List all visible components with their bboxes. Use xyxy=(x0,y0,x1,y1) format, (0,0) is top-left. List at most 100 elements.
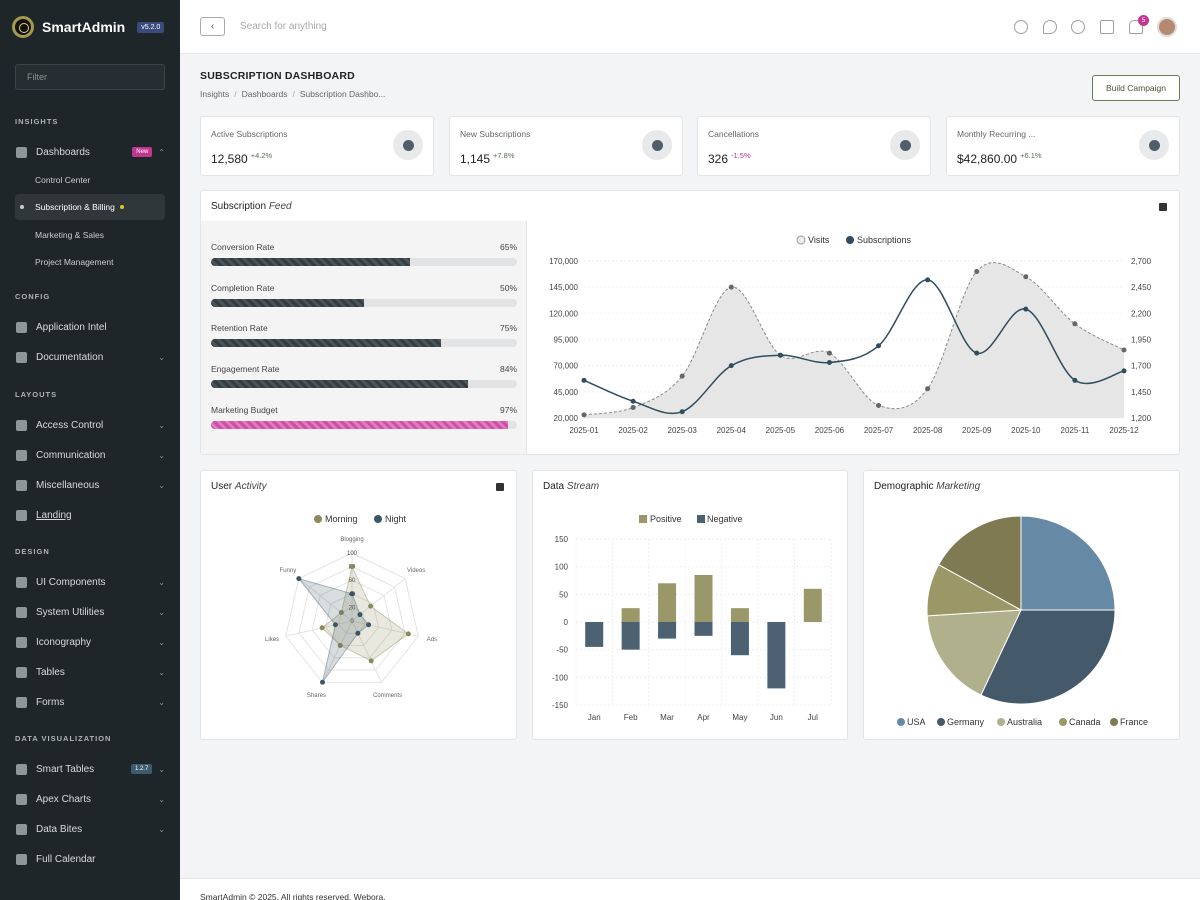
breadcrumb-item[interactable]: Dashboards xyxy=(241,89,288,99)
trending-up-icon xyxy=(1139,130,1169,160)
lock-icon[interactable] xyxy=(496,483,504,491)
bar-negative xyxy=(730,622,749,656)
brand-logo-icon xyxy=(12,16,34,38)
chevron-down-icon: ⌄ xyxy=(158,764,165,774)
nav-documentation[interactable]: Documentation ⌄ xyxy=(15,344,165,370)
breadcrumb-separator: / xyxy=(292,89,295,99)
shield-icon xyxy=(16,419,27,431)
layers-icon xyxy=(16,576,27,588)
nav-label: Access Control xyxy=(36,419,104,431)
legend-marker-subscriptions xyxy=(846,236,854,244)
bar-negative xyxy=(767,622,786,689)
nav-data-bites[interactable]: Data Bites ⌄ xyxy=(15,816,165,842)
visits-point xyxy=(679,373,685,379)
table-icon xyxy=(16,666,27,678)
visits-point xyxy=(974,268,980,274)
nav-system-utilities[interactable]: System Utilities ⌄ xyxy=(15,599,165,625)
avatar[interactable] xyxy=(1157,17,1177,37)
build-campaign-button[interactable]: Build Campaign xyxy=(1092,75,1180,101)
chevron-down-icon: ⌄ xyxy=(158,697,165,707)
x-tick-label: 2025-04 xyxy=(717,426,747,435)
nav-landing[interactable]: Landing xyxy=(15,502,165,528)
footer-text: SmartAdmin © 2025. All rights reserved, … xyxy=(200,892,386,900)
user-x-icon xyxy=(890,130,920,160)
y-tick-label: 50 xyxy=(559,590,568,599)
progress-label: Completion Rate xyxy=(211,283,275,293)
search-input[interactable]: Search for anything xyxy=(240,21,327,32)
breadcrumb-item[interactable]: Insights xyxy=(200,89,230,99)
nav-application-intel[interactable]: Application Intel xyxy=(15,314,165,340)
legend-label-france: France xyxy=(1120,717,1148,727)
lock-icon[interactable] xyxy=(1159,203,1167,211)
sidebar-filter-input[interactable]: Filter xyxy=(15,64,165,90)
nav-label: Forms xyxy=(36,696,65,708)
visits-subscriptions-chart: Visits Subscriptions 20,000 1,200 45,000 1,4… xyxy=(549,235,1151,435)
radar-axis-label: Comments xyxy=(373,693,402,699)
pie-slice-australia xyxy=(926,609,1022,696)
radar-point-morning xyxy=(349,564,355,570)
nav-iconography[interactable]: Iconography ⌄ xyxy=(15,629,165,655)
nav-marketing-sales[interactable]: Marketing & Sales xyxy=(35,230,104,240)
subscriptions-point xyxy=(1072,377,1078,383)
fullscreen-icon[interactable] xyxy=(1100,20,1114,34)
nav-dashboards[interactable]: Dashboards New ⌃ xyxy=(15,139,165,165)
x-tick-label: 2025-02 xyxy=(618,426,648,435)
nav-subscription-billing-label: Subscription & Billing xyxy=(35,202,115,212)
stat-value: 12,580 +4.2% xyxy=(211,151,272,166)
globe-icon[interactable] xyxy=(1071,20,1085,34)
chevron-down-icon: ⌄ xyxy=(158,352,165,362)
x-tick-label: 2025-10 xyxy=(1011,426,1041,435)
legend-label-germany: Germany xyxy=(947,717,985,727)
nav-miscellaneous[interactable]: Miscellaneous ⌄ xyxy=(15,472,165,498)
nav-forms[interactable]: Forms ⌄ xyxy=(15,689,165,715)
panel-title: Demographic Marketing xyxy=(874,481,980,492)
x-tick-label: 2025-07 xyxy=(864,426,894,435)
y-tick-label: 170,000 xyxy=(549,257,578,266)
legend-label-usa: USA xyxy=(907,717,926,727)
stat-value: 1,145 +7.8% xyxy=(460,151,515,166)
progress-track xyxy=(211,380,517,388)
bell-icon[interactable] xyxy=(1129,20,1143,34)
sidebar-toggle-button[interactable]: ‹ xyxy=(200,17,225,36)
nav-label: Documentation xyxy=(36,351,104,363)
progress-item: Conversion Rate 65% xyxy=(211,242,517,266)
stat-label: Cancellations xyxy=(708,129,760,139)
nav-smart-tables[interactable]: Smart Tables 1.2.7 ⌄ xyxy=(15,756,165,782)
progress-fill xyxy=(211,380,469,388)
nav-project-management[interactable]: Project Management xyxy=(35,257,114,267)
stat-card: Monthly Recurring ... $42,860.00 +6.1% xyxy=(946,116,1180,176)
bar-chart: Positive Negative 150 100 50 0 -50 -100 -150 Jan F… xyxy=(552,514,832,722)
nav-apex-charts[interactable]: Apex Charts ⌄ xyxy=(15,786,165,812)
stat-number: 12,580 xyxy=(211,152,248,166)
x-tick-label: 2025-11 xyxy=(1061,426,1090,435)
x-tick-label: 2025-01 xyxy=(569,426,599,435)
footer: SmartAdmin © 2025. All rights reserved, … xyxy=(180,878,1200,900)
nav-ui-components[interactable]: UI Components ⌄ xyxy=(15,569,165,595)
nav-access-control[interactable]: Access Control ⌄ xyxy=(15,412,165,438)
progress-fill xyxy=(211,299,364,307)
panel-title-text: User xyxy=(211,481,233,492)
moon-icon[interactable] xyxy=(1043,20,1057,34)
progress-value: 84% xyxy=(499,364,517,374)
progress-value: 65% xyxy=(499,242,517,252)
settings-icon[interactable] xyxy=(1014,20,1028,34)
legend-label-subscriptions: Subscriptions xyxy=(857,235,912,245)
nav-full-calendar[interactable]: Full Calendar xyxy=(15,846,165,872)
legend-marker-visits xyxy=(796,235,806,245)
progress-label: Conversion Rate xyxy=(211,242,275,252)
nav-control-center[interactable]: Control Center xyxy=(35,175,91,185)
radar-point-night xyxy=(332,622,338,628)
x-tick-label: Jul xyxy=(808,713,818,722)
panel-title-text: Data xyxy=(543,481,565,492)
calendar-icon xyxy=(16,853,27,865)
chevron-down-icon: ⌄ xyxy=(158,420,165,430)
brand[interactable]: SmartAdmin v5.2.0 xyxy=(0,0,180,54)
nav-subscription-billing[interactable]: Subscription & Billing xyxy=(15,194,165,220)
nav-label: Miscellaneous xyxy=(36,479,100,491)
panel-title: Data Stream xyxy=(543,481,599,492)
subscriptions-point xyxy=(728,363,734,369)
nav-tables[interactable]: Tables ⌄ xyxy=(15,659,165,685)
nav-communication[interactable]: Communication ⌄ xyxy=(15,442,165,468)
panel-title-text: Subscription xyxy=(211,201,267,212)
radar-grid xyxy=(324,593,380,647)
